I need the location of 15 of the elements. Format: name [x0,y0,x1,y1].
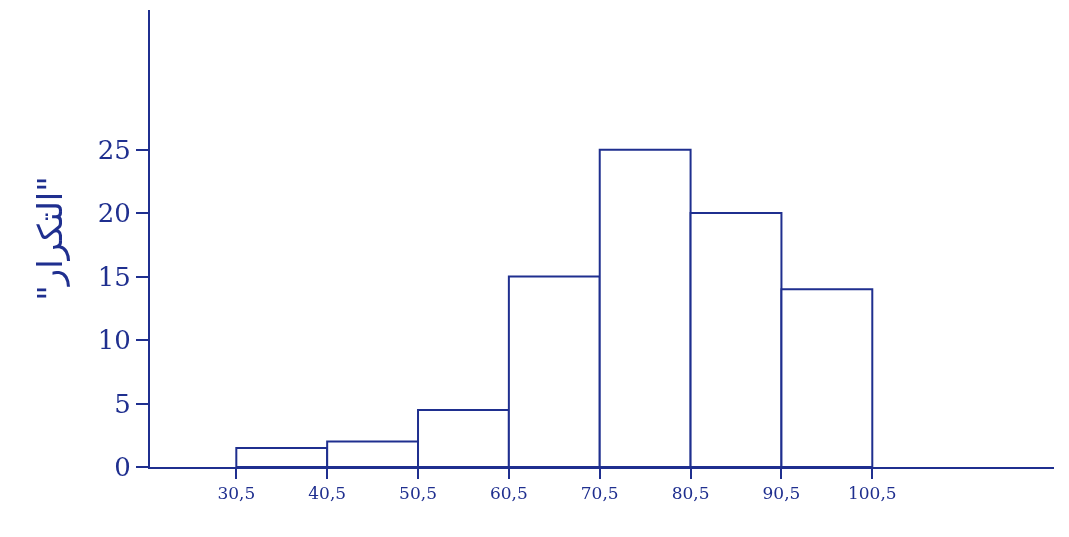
x-tick-label: 50,5 [399,483,437,504]
x-tick-label: 70,5 [580,483,619,504]
y-tick-label: 10 [97,325,131,356]
x-tick-label: 40,5 [308,483,347,504]
x-tick-label: 90,5 [762,483,801,504]
y-tick-label: 25 [97,134,131,165]
y-tick-label: 20 [97,198,131,229]
x-tick-label: 100,5 [847,483,897,504]
x-tick-label: 30,5 [217,483,256,504]
y-tick-label: 0 [114,452,131,483]
x-tick-label: 80,5 [671,483,710,504]
y-tick-label: 15 [97,261,131,292]
y-axis-title: "التكرار" [29,176,71,301]
y-tick-label: 5 [114,388,131,419]
x-tick-label: 60,5 [489,483,528,504]
